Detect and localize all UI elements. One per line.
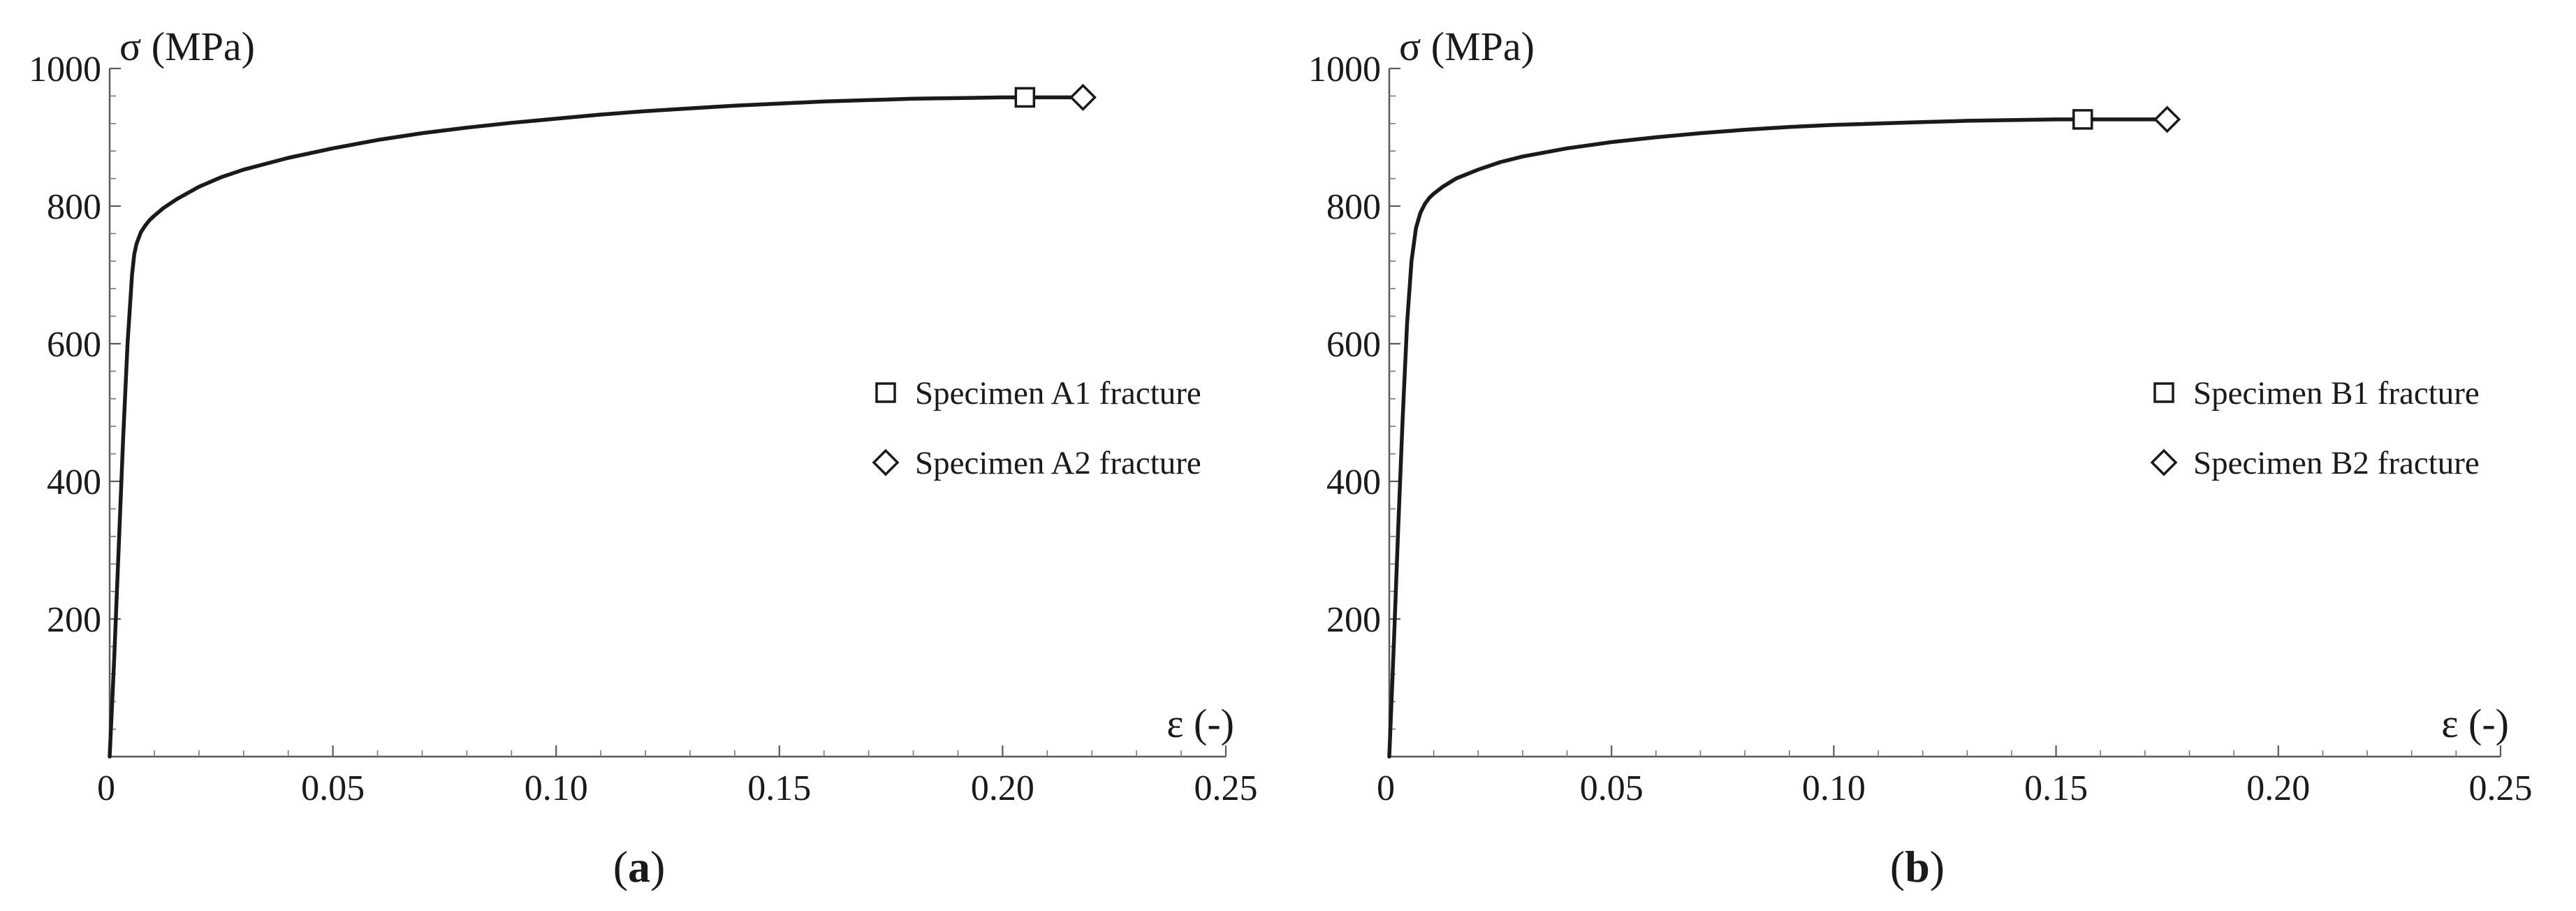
panel-b-fracture-marker-square [2072,109,2093,130]
panel-a-y-axis-title: σ (MPa) [119,24,255,69]
panel-b-fracture-marker-diamond [2153,105,2181,133]
panel-b-x-tick-label: 0.20 [2246,768,2310,808]
panel-a-fracture-marker-square [1014,87,1036,108]
panel-b-y-axis-title: σ (MPa) [1399,24,1535,69]
panel-a-legend-label: Specimen A1 fracture [915,375,1201,411]
panel-b: 0 0.05 0.10 0.15 0.20 0.25 200 400 600 800 1000 σ (… [1308,24,2533,891]
panel-a-legend: Specimen A1 fracture Specimen A2 fracture [872,375,1201,481]
panel-a-legend-diamond-icon [872,449,900,476]
panel-b-label: (b) [1890,842,1945,891]
panel-a-y-tick-label: 600 [47,325,101,365]
panel-b-x-tick-label: 0 [1377,768,1395,808]
panel-a-x-tick-label: 0.05 [301,768,365,808]
panel-a-y-tick-label: 1000 [29,50,101,89]
panel-b-legend-diamond-icon [2150,449,2178,476]
panel-a-x-tick-label: 0.15 [747,768,811,808]
panel-b-y-tick-label: 600 [1326,325,1381,365]
panel-b-legend-label: Specimen B2 fracture [2193,445,2480,481]
panel-b-y-tick-label: 800 [1326,187,1381,227]
panel-a: 0 0.05 0.10 0.15 0.20 0.25 200 400 600 800 1000 σ (… [29,24,1258,891]
panel-b-legend-label: Specimen B1 fracture [2193,375,2480,411]
panel-a-y-tick-label: 400 [47,462,101,502]
panel-b-x-tick-label: 0.05 [1580,768,1644,808]
panel-b-legend-square-icon [2153,382,2174,403]
panel-b-x-tick-label: 0.10 [1802,768,1866,808]
panel-a-x-tick-label: 0 [97,768,115,808]
panel-b-series-line [1387,117,2169,759]
panel-b-y-tick-label: 1000 [1308,50,1381,89]
panel-b-x-tick-label: 0.15 [2024,768,2088,808]
panel-b-y-tick-label: 400 [1326,462,1381,502]
panel-a-legend-label: Specimen A2 fracture [915,445,1201,481]
panel-b-x-axis-title: ε (-) [2441,701,2509,746]
panel-a-label: (a) [613,842,666,891]
panel-a-y-tick-label: 200 [47,600,101,640]
panel-a-legend-square-icon [875,382,896,403]
panel-a-y-tick-label: 800 [47,187,101,227]
panel-b-y-tick-label: 200 [1326,600,1381,640]
panel-a-fracture-marker-diamond [1069,83,1097,111]
panel-a-x-tick-label: 0.25 [1194,768,1258,808]
panel-a-x-tick-label: 0.10 [525,768,588,808]
panel-a-series-line [108,95,1085,759]
panel-a-x-tick-label: 0.20 [971,768,1034,808]
panel-a-x-axis-title: ε (-) [1166,701,1234,746]
panel-b-legend: Specimen B1 fracture Specimen B2 fracture [2150,375,2480,481]
panel-b-x-tick-label: 0.25 [2469,768,2533,808]
